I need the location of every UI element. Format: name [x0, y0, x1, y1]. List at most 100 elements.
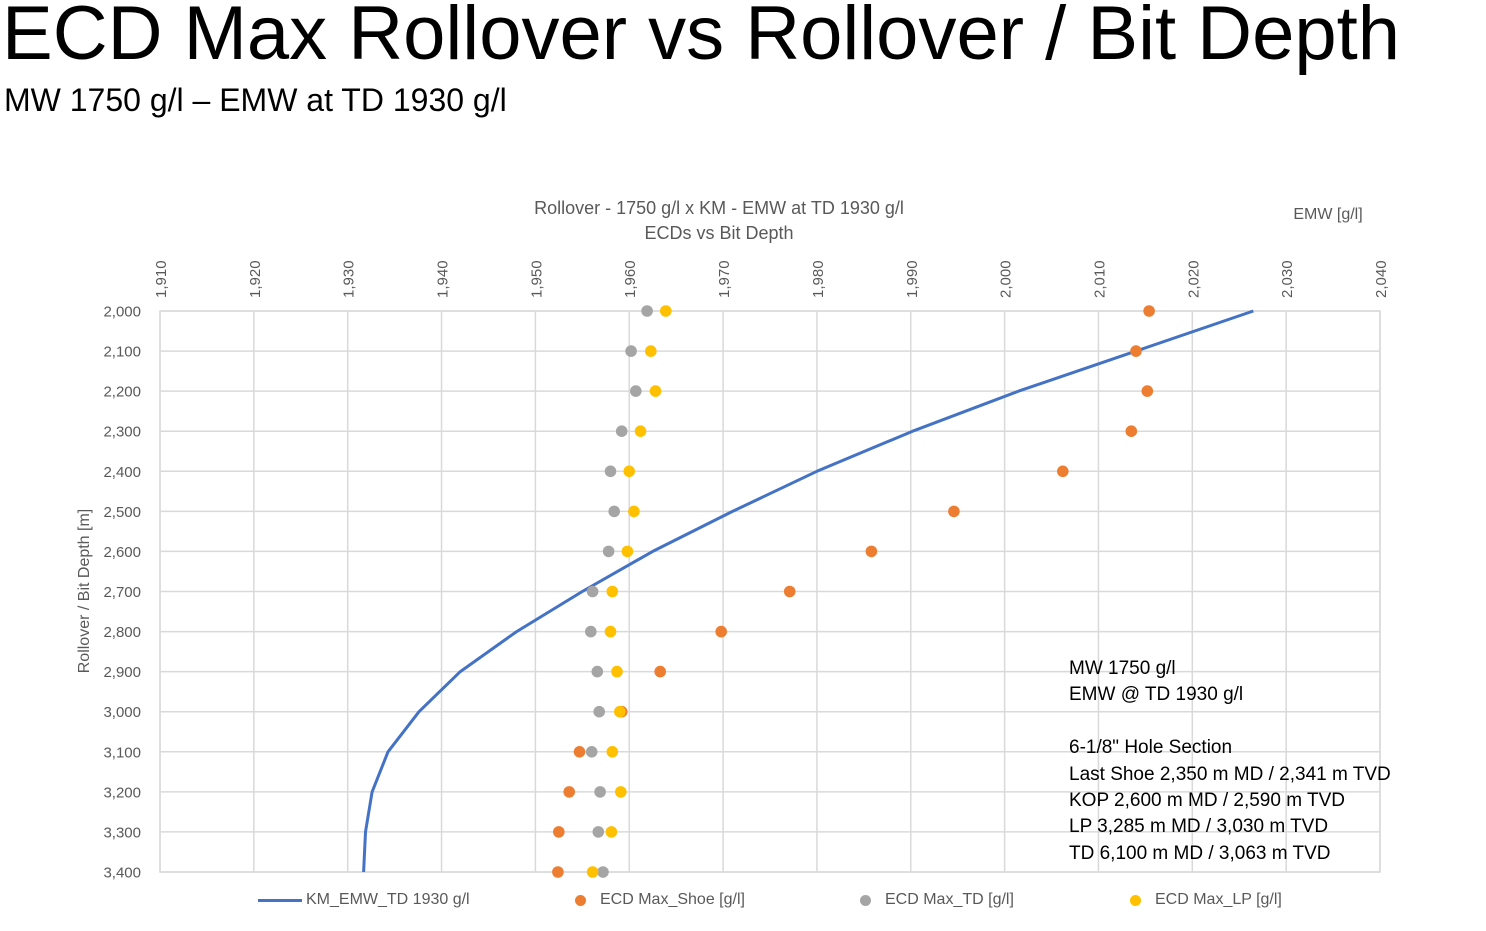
legend-label: KM_EMW_TD 1930 g/l [306, 891, 470, 908]
data-point-series-2 [585, 625, 597, 638]
note-kop: KOP 2,600 m MD / 2,590 m TVD [1069, 789, 1345, 811]
note-spacer [1069, 709, 1391, 735]
x-tick-label: 1,940 [435, 260, 452, 298]
x-tick-label: 1,920 [247, 260, 264, 298]
data-point-series-2 [615, 425, 628, 438]
y-tick-label: 3,400 [103, 865, 141, 882]
y-tick-label: 2,600 [103, 544, 141, 561]
y-tick-label: 2,500 [103, 504, 141, 521]
legend-dot-swatch [1130, 894, 1141, 906]
data-point-series-2 [630, 385, 642, 397]
y-tick-label: 3,200 [103, 784, 141, 801]
slide-title: ECD Max Rollover vs Rollover / Bit Depth [2, 0, 1400, 76]
data-point-series-1 [563, 786, 575, 798]
legend-dot-swatch [575, 894, 586, 906]
data-point-series-1 [553, 826, 565, 838]
data-point-series-3 [614, 705, 626, 718]
data-point-series-3 [628, 505, 640, 518]
data-point-series-2 [641, 305, 653, 317]
data-point-series-1 [1141, 385, 1154, 397]
data-point-series-3 [621, 545, 634, 558]
data-point-series-3 [623, 465, 635, 478]
x-tick-label: 2,000 [998, 260, 1015, 298]
data-point-series-3 [586, 866, 599, 878]
data-point-series-2 [594, 786, 606, 798]
data-point-series-2 [593, 705, 605, 718]
data-point-series-2 [625, 345, 637, 357]
note-last-shoe: Last Shoe 2,350 m MD / 2,341 m TVD [1069, 763, 1391, 785]
data-point-series-2 [586, 585, 599, 598]
legend-label: ECD Max_TD [g/l] [885, 891, 1014, 908]
data-point-series-1 [783, 585, 796, 598]
data-point-series-1 [654, 665, 666, 678]
chart-title: Rollover - 1750 g/l x KM - EMW at TD 193… [534, 198, 904, 218]
x-axis-title: EMW [g/l] [1293, 206, 1362, 223]
legend-item-ecd-td: ECD Max_TD [g/l] [845, 886, 1014, 914]
legend-line-swatch [258, 898, 302, 902]
data-point-series-3 [611, 665, 623, 678]
data-point-series-1 [948, 505, 960, 518]
x-tick-label: 1,910 [153, 260, 170, 298]
plot-area-border [159, 310, 1381, 873]
note-hole-section: 6-1/8" Hole Section [1069, 737, 1233, 759]
data-point-series-2 [591, 665, 604, 678]
x-tick-label: 2,040 [1373, 260, 1390, 298]
data-point-series-3 [645, 345, 657, 357]
data-point-series-2 [592, 826, 605, 838]
x-tick-label: 2,010 [1091, 260, 1108, 298]
data-point-series-3 [615, 786, 627, 798]
legend-label: ECD Max_Shoe [g/l] [600, 891, 745, 908]
y-tick-label: 2,800 [103, 624, 141, 641]
data-point-series-2 [597, 866, 609, 878]
note-td: TD 6,100 m MD / 3,063 m TVD [1069, 842, 1331, 864]
y-tick-label: 2,700 [103, 584, 141, 601]
chart-legend: KM_EMW_TD 1930 g/l ECD Max_Shoe [g/l] EC… [0, 886, 1486, 914]
data-point-series-1 [715, 625, 727, 638]
data-point-series-3 [606, 746, 619, 758]
y-tick-label: 2,300 [103, 424, 141, 441]
chart-subtitle: ECDs vs Bit Depth [644, 223, 793, 243]
data-point-series-1 [1057, 465, 1069, 478]
x-tick-label: 1,950 [528, 260, 545, 298]
y-tick-labels: 2,000 2,100 2,200 2,300 2,400 2,500 2,600 2,700… [103, 304, 141, 882]
x-tick-labels: 1,910 1,920 1,930 1,940 1,950 1,960 1,970 1,980… [153, 260, 1390, 298]
legend-item-km-emw: KM_EMW_TD 1930 g/l [258, 886, 470, 914]
y-tick-label: 3,300 [103, 824, 141, 841]
series-layer [362, 305, 1254, 878]
y-tick-label: 2,100 [103, 344, 141, 361]
data-point-series-3 [660, 305, 672, 317]
x-tick-label: 2,030 [1279, 260, 1296, 298]
y-tick-label: 2,200 [103, 384, 141, 401]
data-point-series-3 [634, 425, 647, 438]
data-point-series-3 [649, 385, 662, 397]
series-line-km-emw [362, 309, 1254, 873]
legend-dot-swatch [860, 894, 871, 906]
data-point-series-1 [1125, 425, 1138, 438]
well-notes: MW 1750 g/l EMW @ TD 1930 g/l 6-1/8" Hol… [1069, 656, 1391, 867]
data-point-series-2 [585, 746, 598, 758]
y-tick-label: 2,000 [103, 304, 141, 321]
slide-subtitle: MW 1750 g/l – EMW at TD 1930 g/l [4, 82, 507, 118]
x-tick-label: 1,980 [810, 260, 827, 298]
note-lp: LP 3,285 m MD / 3,030 m TVD [1069, 816, 1329, 838]
y-tick-label: 2,400 [103, 464, 141, 481]
data-point-series-3 [606, 585, 619, 598]
y-tick-label: 2,900 [103, 664, 141, 681]
x-tick-label: 1,970 [716, 260, 733, 298]
y-axis-title: Rollover / Bit Depth [m] [76, 509, 93, 674]
data-point-series-2 [604, 465, 617, 478]
data-point-series-1 [552, 866, 564, 878]
data-point-series-1 [865, 545, 878, 558]
y-tick-label: 3,000 [103, 704, 141, 721]
x-tick-label: 1,990 [904, 260, 921, 298]
data-point-series-1 [1130, 345, 1142, 357]
data-point-series-1 [1143, 305, 1155, 317]
y-tick-label: 3,100 [103, 744, 141, 761]
x-tick-label: 1,930 [341, 260, 358, 298]
note-emw: EMW @ TD 1930 g/l [1069, 684, 1244, 706]
note-mw: MW 1750 g/l [1069, 658, 1176, 679]
legend-item-ecd-lp: ECD Max_LP [g/l] [1115, 886, 1282, 914]
legend-item-ecd-shoe: ECD Max_Shoe [g/l] [560, 886, 745, 914]
x-tick-label: 1,960 [622, 260, 639, 298]
